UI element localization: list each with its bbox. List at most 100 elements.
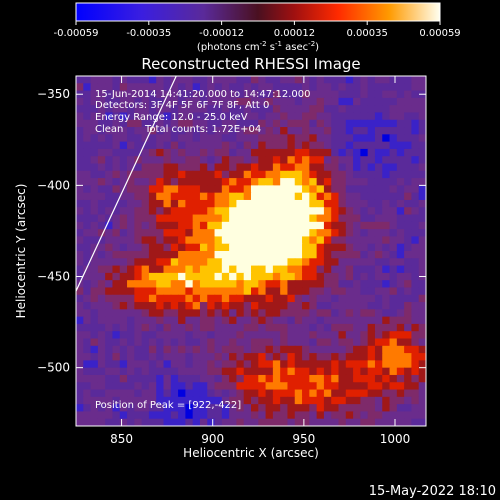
heatmap-cell — [134, 236, 143, 245]
heatmap-cell — [90, 338, 99, 347]
heatmap-cell — [316, 236, 325, 245]
heatmap-cell — [251, 287, 259, 296]
heatmap-cell — [287, 97, 296, 106]
heatmap-cell — [316, 309, 325, 318]
heatmap-cell — [367, 76, 376, 84]
heatmap-cell — [338, 404, 347, 413]
heatmap-cell — [76, 382, 84, 391]
heatmap-cell — [258, 119, 267, 128]
heatmap-cell — [396, 221, 405, 230]
heatmap-cell — [316, 360, 325, 369]
heatmap-cell — [374, 156, 383, 165]
heatmap-cell — [323, 163, 332, 172]
heatmap-cell — [302, 163, 310, 172]
heatmap-cell — [389, 90, 398, 99]
heatmap-cell — [280, 76, 289, 84]
heatmap-cell — [199, 345, 208, 354]
heatmap-cell — [236, 374, 245, 383]
heatmap-cell — [83, 229, 92, 238]
heatmap-cell — [404, 382, 413, 391]
heatmap-cell — [112, 214, 121, 223]
heatmap-cell — [148, 221, 157, 230]
heatmap-cell — [229, 97, 238, 106]
heatmap-cell — [338, 418, 347, 426]
heatmap-cell — [353, 170, 361, 179]
heatmap-cell — [90, 353, 99, 361]
heatmap-cell — [207, 360, 216, 369]
heatmap-cell — [396, 367, 405, 376]
heatmap-cell — [382, 163, 391, 172]
heatmap-cell — [243, 323, 252, 332]
heatmap-cell — [411, 302, 420, 310]
heatmap-cell — [148, 418, 157, 426]
heatmap-cell — [302, 367, 310, 376]
heatmap-cell — [221, 134, 230, 143]
heatmap-cell — [294, 156, 303, 165]
heatmap-cell — [411, 134, 420, 143]
heatmap-cell — [229, 119, 238, 128]
heatmap-cell — [389, 280, 398, 289]
heatmap-cell — [382, 331, 391, 340]
heatmap-cell — [236, 119, 245, 128]
colorbar-unit-label: (photons cm-2 s-1 asec-2) — [197, 40, 319, 53]
heatmap-cell — [236, 156, 245, 165]
heatmap-cell — [243, 236, 252, 245]
heatmap-cell — [105, 316, 114, 325]
heatmap-cell — [119, 258, 128, 267]
heatmap-cell — [229, 134, 238, 143]
heatmap-cell — [323, 127, 332, 135]
heatmap-cell — [90, 251, 99, 259]
heatmap-cell — [396, 272, 405, 281]
heatmap-cell — [389, 185, 398, 194]
heatmap-cell — [251, 83, 259, 92]
heatmap-cell — [236, 163, 245, 172]
heatmap-cell — [76, 148, 84, 157]
heatmap-cell — [251, 221, 259, 230]
heatmap-cell — [127, 229, 135, 238]
heatmap-cell — [345, 316, 354, 325]
heatmap-cell — [331, 396, 340, 405]
heatmap-cell — [83, 258, 92, 267]
heatmap-cell — [214, 83, 223, 92]
heatmap-cell — [287, 316, 296, 325]
heatmap-cell — [163, 229, 172, 238]
heatmap-cell — [112, 258, 121, 267]
heatmap-cell — [331, 207, 340, 216]
heatmap-cell — [367, 83, 376, 92]
heatmap-cell — [382, 105, 391, 114]
heatmap-cell — [134, 185, 143, 194]
heatmap-cell — [163, 178, 172, 186]
heatmap-cell — [141, 221, 150, 230]
heatmap-cell — [323, 90, 332, 99]
heatmap-cell — [418, 294, 426, 303]
heatmap-cell — [411, 163, 420, 172]
heatmap-cell — [112, 411, 121, 420]
heatmap-cell — [309, 418, 318, 426]
heatmap-cell — [265, 178, 274, 186]
heatmap-cell — [331, 127, 340, 135]
heatmap-cell — [229, 418, 238, 426]
heatmap-cell — [374, 97, 383, 106]
heatmap-cell — [382, 309, 391, 318]
heatmap-cell — [207, 76, 216, 84]
heatmap-cell — [229, 170, 238, 179]
heatmap-cell — [83, 265, 92, 274]
heatmap-cell — [280, 272, 289, 281]
heatmap-cell — [119, 345, 128, 354]
heatmap-cell — [90, 97, 99, 106]
heatmap-cell — [141, 90, 150, 99]
heatmap-cell — [119, 148, 128, 157]
heatmap-cell — [207, 404, 216, 413]
heatmap-cell — [302, 272, 310, 281]
heatmap-cell — [236, 243, 245, 252]
heatmap-cell — [178, 280, 186, 289]
heatmap-cell — [156, 112, 165, 121]
heatmap-cell — [374, 236, 383, 245]
heatmap-cell — [316, 90, 325, 99]
heatmap-cell — [229, 374, 238, 383]
heatmap-cell — [389, 229, 398, 238]
heatmap-cell — [156, 156, 165, 165]
heatmap-cell — [134, 112, 143, 121]
heatmap-cell — [360, 236, 369, 245]
heatmap-cell — [163, 374, 172, 383]
